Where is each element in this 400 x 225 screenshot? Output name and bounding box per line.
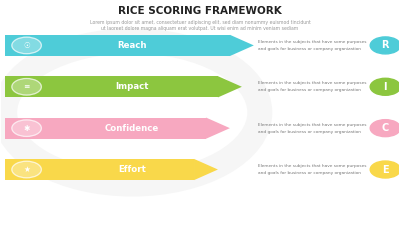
Text: ut laoreet dolore magna aliquam erat volutpat. Ut wisi enim ad minim veniam sedi: ut laoreet dolore magna aliquam erat vol… [101,26,299,32]
Text: and goals for business or company organization: and goals for business or company organi… [258,88,361,92]
Text: E: E [382,164,389,175]
Circle shape [370,78,400,95]
Circle shape [12,37,41,54]
Text: and goals for business or company organization: and goals for business or company organi… [258,47,361,51]
Text: Effort: Effort [118,165,146,174]
Circle shape [12,79,41,95]
Polygon shape [194,159,218,180]
Text: Elements in the subjects that have some purposes: Elements in the subjects that have some … [258,164,366,168]
Text: Lorem ipsum dolor sit amet, consectetuer adipiscing elit, sed diam nonummy euism: Lorem ipsum dolor sit amet, consectetuer… [90,20,310,25]
Text: C: C [382,123,389,133]
Circle shape [370,37,400,54]
Text: Elements in the subjects that have some purposes: Elements in the subjects that have some … [258,40,366,44]
Text: and goals for business or company organization: and goals for business or company organi… [258,130,361,134]
Polygon shape [218,76,242,97]
Text: ★: ★ [23,165,30,174]
FancyBboxPatch shape [5,159,194,180]
Circle shape [370,120,400,137]
Polygon shape [206,117,230,139]
Text: and goals for business or company organization: and goals for business or company organi… [258,171,361,175]
FancyBboxPatch shape [5,117,206,139]
Polygon shape [230,35,254,56]
Text: Reach: Reach [118,41,147,50]
Text: ☉: ☉ [23,41,30,50]
FancyBboxPatch shape [5,35,230,56]
Circle shape [12,120,41,136]
Text: ✱: ✱ [24,124,30,133]
Text: Elements in the subjects that have some purposes: Elements in the subjects that have some … [258,123,366,127]
Text: RICE SCORING FRAMEWORK: RICE SCORING FRAMEWORK [118,6,282,16]
Circle shape [370,161,400,178]
Text: ≡: ≡ [24,82,30,91]
Text: Impact: Impact [116,82,149,91]
Text: I: I [384,82,387,92]
Text: Elements in the subjects that have some purposes: Elements in the subjects that have some … [258,81,366,85]
FancyBboxPatch shape [5,76,218,97]
Text: R: R [382,40,389,50]
Text: Confidence: Confidence [105,124,159,133]
Circle shape [12,161,41,178]
